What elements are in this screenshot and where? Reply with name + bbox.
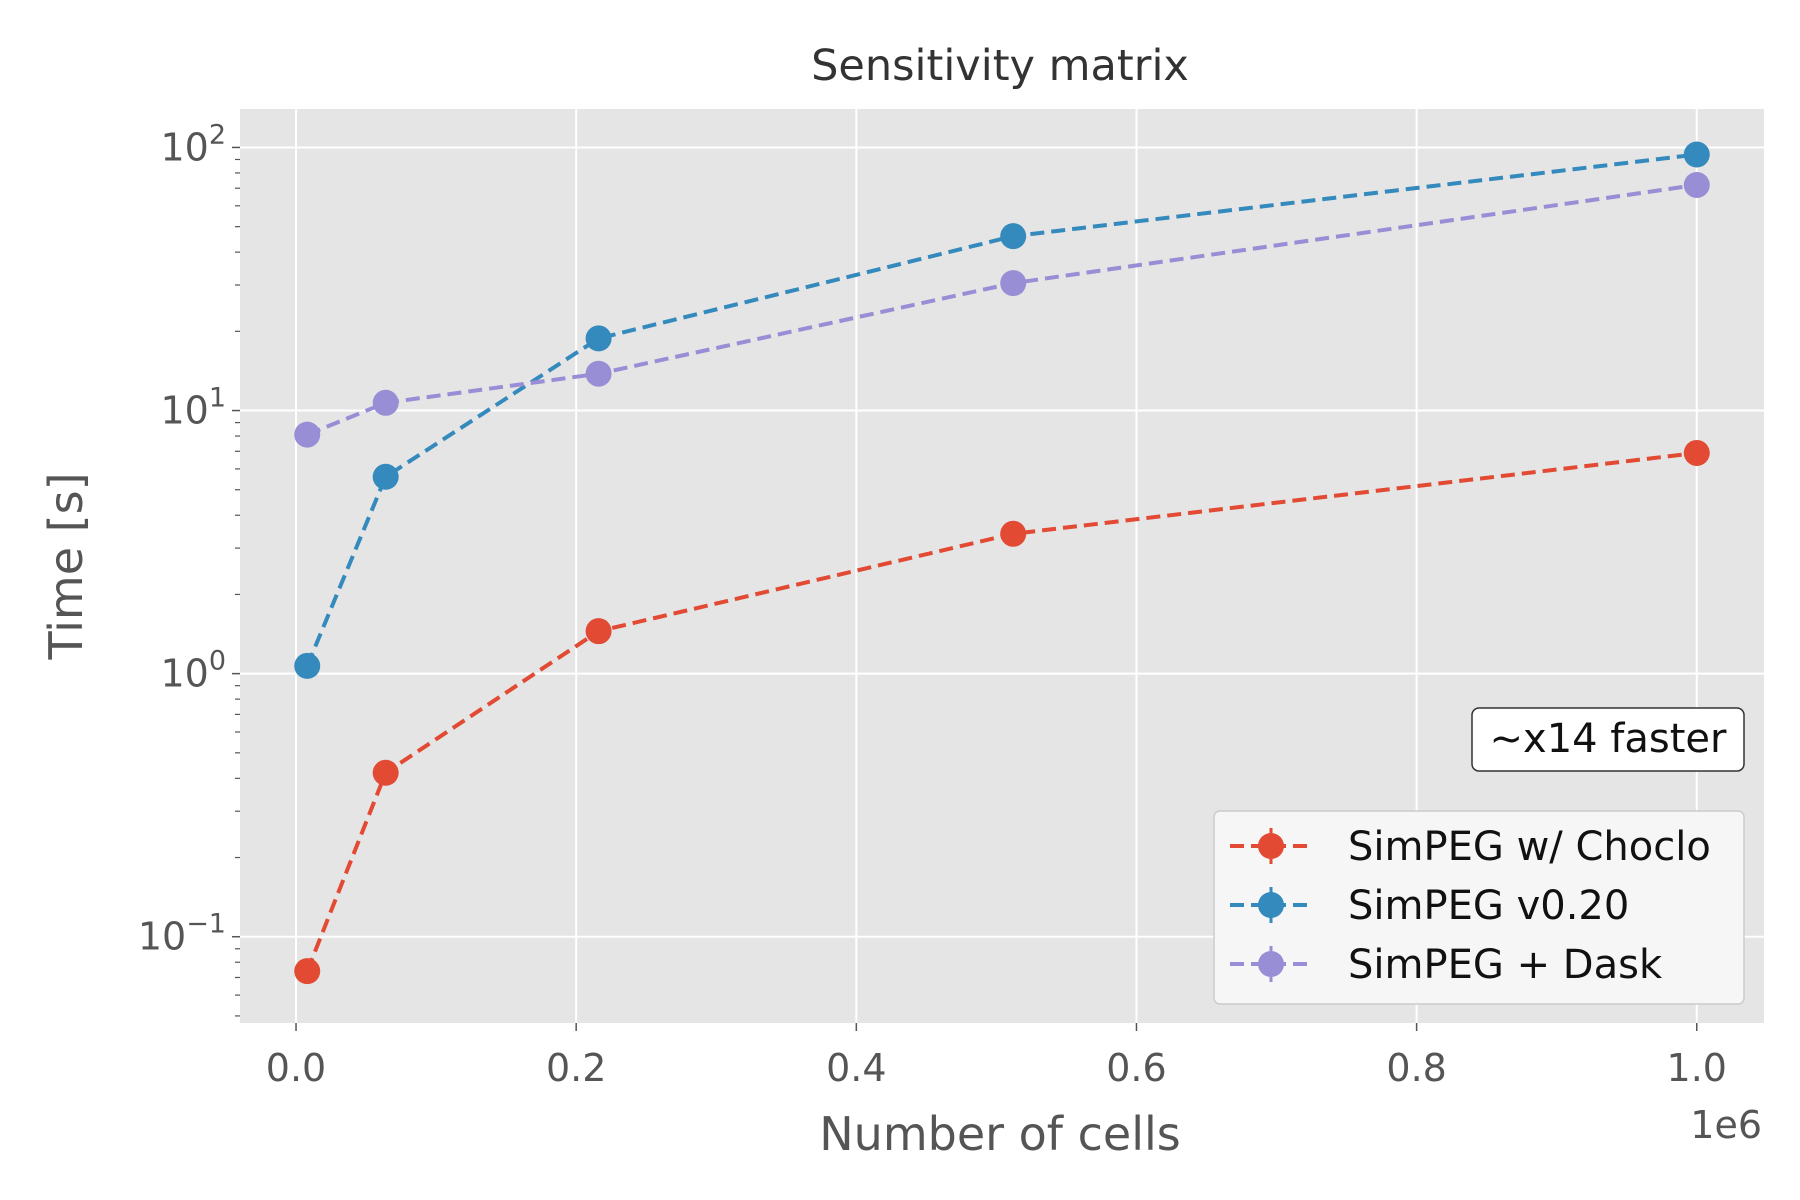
y-tick-label: 102 (160, 119, 226, 169)
x-offset-label: 1e6 (1690, 1103, 1762, 1147)
data-point (1000, 520, 1027, 547)
series-1 (294, 439, 1710, 985)
y-axis-title: Time [s] (39, 472, 93, 660)
x-tick-label: 0.4 (826, 1046, 886, 1090)
data-point (1683, 439, 1710, 466)
data-point (294, 421, 321, 448)
legend-label: SimPEG w/ Choclo (1348, 824, 1711, 870)
data-point (1000, 223, 1027, 250)
annotation-box: ~x14 faster (1471, 707, 1745, 772)
chart-title: Sensitivity matrix (811, 41, 1189, 91)
legend-marker (1258, 833, 1284, 859)
legend-entry-2: SimPEG v0.20 (1230, 883, 1629, 929)
x-ticks: 0.0 0.2 0.4 0.6 0.8 1.0 (266, 1023, 1727, 1090)
minor-ticks (235, 158, 240, 1017)
legend-label: SimPEG v0.20 (1348, 883, 1629, 929)
data-point (1683, 141, 1710, 168)
legend-marker (1258, 951, 1284, 977)
legend-marker (1258, 892, 1284, 918)
series-2 (294, 141, 1710, 679)
data-point (372, 463, 399, 490)
data-point (585, 618, 612, 645)
data-point (294, 652, 321, 679)
data-point (372, 759, 399, 786)
legend-label: SimPEG + Dask (1348, 942, 1663, 988)
series-line (305, 152, 1698, 667)
legend-entry-1: SimPEG w/ Choclo (1230, 824, 1711, 870)
y-tick-label: 100 (160, 646, 226, 696)
legend-frame (1213, 810, 1745, 1005)
x-tick-label: 0.2 (546, 1046, 606, 1090)
x-tick-label: 0.6 (1106, 1046, 1166, 1090)
x-tick-label: 0.8 (1386, 1046, 1446, 1090)
series-3 (294, 171, 1710, 448)
data-point (1683, 171, 1710, 198)
series-group (294, 141, 1710, 985)
data-point (585, 360, 612, 387)
data-point (372, 389, 399, 416)
x-axis-title: Number of cells (819, 1107, 1181, 1161)
x-tick-label: 1.0 (1667, 1046, 1727, 1090)
legend: SimPEG w/ Choclo SimPEG v0.20 SimPEG + Das… (1213, 810, 1745, 1005)
legend-entry-3: SimPEG + Dask (1230, 942, 1663, 988)
y-tick-label: 101 (160, 383, 226, 433)
x-tick-label: 0.0 (266, 1046, 326, 1090)
annotation-text: ~x14 faster (1490, 716, 1728, 762)
y-tick-label: 10−1 (138, 909, 226, 959)
data-point (1000, 270, 1027, 297)
data-point (294, 958, 321, 985)
y-ticks: 10−1 100 101 102 (138, 119, 240, 959)
data-point (585, 325, 612, 352)
